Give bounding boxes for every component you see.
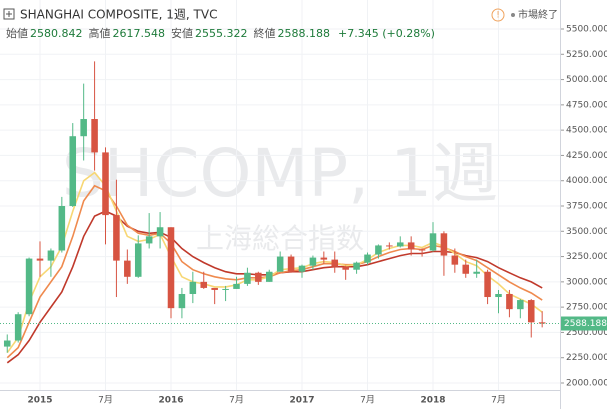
market-status: 市場終了 [518,8,558,21]
candle-body [276,256,284,272]
candle-body [36,258,44,261]
candle-body [407,242,415,250]
candle-body [342,266,349,270]
ohlc-label: 安値 [171,26,193,40]
candle-body [80,119,87,137]
candle-body [167,227,175,309]
candle-body [211,287,218,290]
ohlc-label: 始値 [6,26,28,40]
candle-body [473,271,480,274]
candle-body [418,249,426,251]
candle-body [222,288,229,290]
y-tick-label: 4000.000 [566,176,607,186]
candle-body [527,300,535,323]
candle-body [386,245,393,247]
candle-body [451,255,459,265]
candle-body [484,271,491,298]
candle-body [200,281,208,288]
candle-body [265,271,273,282]
y-tick-label: 3750.000 [566,202,607,212]
candle-body [396,242,404,247]
expand-icon[interactable] [3,8,15,20]
x-tick-label: 7月 [98,395,113,406]
change: +7.345 (+0.28%) [338,27,435,40]
candle-body [462,264,470,274]
candle-body [233,283,240,289]
candle-body [124,260,131,277]
ohlc-value: 2588.188 [278,27,331,40]
y-tick-label: 3250.000 [566,252,607,262]
header: SHANGHAI COMPOSITE, 1週, TVC ! 市場終了 始値 258… [3,8,558,40]
candle-body [538,322,546,324]
ribbon-line [6,184,543,359]
y-tick-label: 4250.000 [566,151,607,161]
symbol-title: SHANGHAI COMPOSITE, 1週, TVC [20,8,217,22]
y-tick-label: 2000.000 [566,379,607,389]
candle-body [517,300,524,310]
y-tick-label: 5000.000 [566,75,607,85]
candle-body [58,206,66,251]
candle-body [14,314,22,341]
candle-body [113,215,120,261]
y-tick-label: 2750.000 [566,303,607,313]
y-tick-label: 3500.000 [566,227,607,237]
candle-body [156,227,164,237]
watermark-sub: 上海総合指数 [196,222,364,255]
candle-body [25,258,33,315]
candle-body [375,245,382,255]
candle-body [320,257,328,260]
ohlc-value: 2555.322 [195,27,248,40]
candle-body [189,281,197,294]
candle-body [495,293,502,298]
last-price-label: 2588.188 [564,319,607,329]
x-tick-label: 7月 [491,395,506,406]
last-price-box [561,316,607,331]
status-dot [511,13,515,17]
y-tick-label: 3000.000 [566,277,607,287]
x-tick-label: 2015 [27,396,52,406]
watermark: SHCOMP, 1週 上海総合指数 [62,135,498,255]
candle-body [298,265,306,272]
y-tick-label: 4500.000 [566,126,607,136]
candle-body [353,262,360,270]
candle-body [3,340,11,347]
y-tick-label: 5500.000 [566,25,607,35]
x-tick-label: 2018 [420,396,445,406]
y-tick-label: 5250.000 [566,50,607,60]
ohlc-label: 高値 [89,26,111,40]
candle-body [134,243,142,277]
candle-body [102,152,109,216]
ohlc-label: 終値 [254,26,276,40]
y-tick-label: 2250.000 [566,353,607,363]
x-tick-label: 7月 [229,395,244,406]
candle-body [506,293,513,310]
candle-body [309,257,317,266]
candle-body [331,259,339,267]
ohlc-value: 2617.548 [113,27,166,40]
watermark-text: SHCOMP, 1週 [62,135,498,212]
x-tick-label: 2017 [289,396,314,406]
candle-body [69,136,77,206]
candle-body [91,119,98,153]
candle-body [364,254,371,263]
x-tick-label: 7月 [360,395,375,406]
candle-body [255,272,262,282]
candle-body [287,256,295,272]
ohlc-value: 2580.842 [30,27,83,40]
candle-body [429,233,437,251]
candle-body [178,293,186,309]
y-tick-label: 2500.000 [566,328,607,338]
status-icon: ! [496,11,500,21]
y-tick-label: 4750.000 [566,100,607,110]
status-icon [491,8,505,22]
candle-body [145,236,153,244]
ribbon-line [6,171,543,354]
x-tick-label: 2016 [158,396,183,406]
candle-body [47,250,55,261]
candle-body [244,272,251,284]
candle-body [440,233,448,256]
